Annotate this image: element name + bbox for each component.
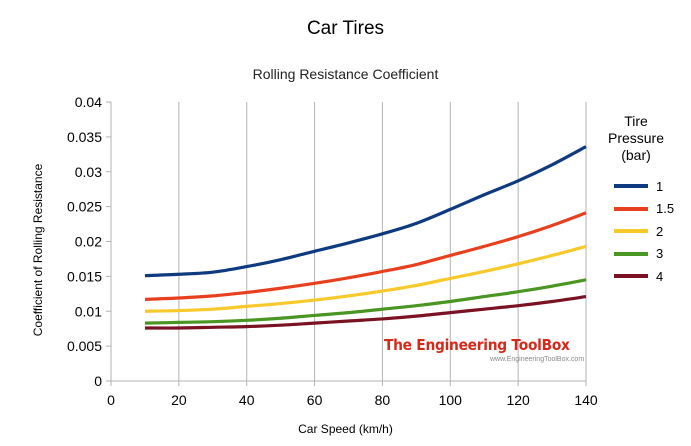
legend-item: 1.5 [614, 200, 674, 218]
grid-lines [110, 102, 587, 381]
legend-label: 1.5 [656, 201, 675, 216]
watermark-logo: The Engineering ToolBox www.EngineeringT… [384, 336, 586, 363]
x-tick-label: 120 [506, 392, 530, 408]
series-line-1-5 [144, 211, 587, 301]
legend-swatch [614, 229, 648, 233]
y-tick-label: 0.01 [75, 303, 102, 319]
legend-label: 4 [656, 268, 664, 284]
legend-title-line: Pressure [607, 130, 665, 146]
legend-title-line: (bar) [621, 147, 651, 163]
legend-item: 4 [614, 267, 663, 285]
x-tick-label: 140 [574, 392, 598, 408]
y-tick-label: 0 [94, 373, 102, 389]
y-tick-label: 0.02 [75, 234, 102, 250]
x-axis-label: Car Speed (km/h) [298, 422, 393, 436]
series-lines [144, 145, 587, 330]
x-tick-label: 40 [239, 392, 255, 408]
series-line-4 [144, 295, 587, 330]
y-tick-label: 0.005 [67, 338, 102, 354]
series-line-3 [144, 278, 587, 325]
legend-label: 1 [656, 178, 664, 194]
legend-title: Tire Pressure (bar) [604, 113, 668, 164]
legend-label: 2 [656, 223, 664, 239]
legend-swatch [614, 206, 648, 211]
x-tick-label: 100 [439, 392, 463, 408]
y-tick-label: 0.04 [75, 94, 102, 110]
chart-subtitle: Rolling Resistance Coefficient [252, 66, 439, 82]
y-tick-label: 0.035 [67, 129, 102, 145]
y-tick-label: 0.025 [67, 199, 102, 215]
legend-item: 1 [614, 177, 663, 195]
watermark-url: www.EngineeringToolBox.com [490, 356, 585, 363]
legend-swatch [614, 184, 648, 188]
chart-title: Car Tires [306, 18, 385, 39]
axes [106, 101, 587, 386]
tick-labels: 0 0.005 0.01 0.015 0.02 0.025 0.03 0.035 0.04 0 20… [67, 94, 598, 408]
legend-item: 2 [614, 222, 663, 240]
x-tick-label: 80 [375, 392, 391, 408]
y-axis-label: Coefficient of Rolling Resistance [31, 163, 45, 337]
y-tick-label: 0.015 [67, 268, 102, 284]
watermark-title: The Engineering ToolBox [384, 336, 570, 354]
legend-swatch [614, 251, 648, 256]
series-line-1 [144, 145, 587, 278]
x-tick-label: 0 [107, 392, 115, 408]
x-tick-label: 60 [307, 392, 323, 408]
legend-title-line: Tire [624, 113, 648, 129]
legend-label: 3 [656, 246, 664, 261]
x-tick-label: 20 [171, 392, 187, 408]
y-tick-label: 0.03 [75, 164, 102, 180]
legend-item: 3 [614, 245, 663, 263]
series-line-2 [144, 244, 587, 313]
legend-swatch [614, 274, 648, 278]
